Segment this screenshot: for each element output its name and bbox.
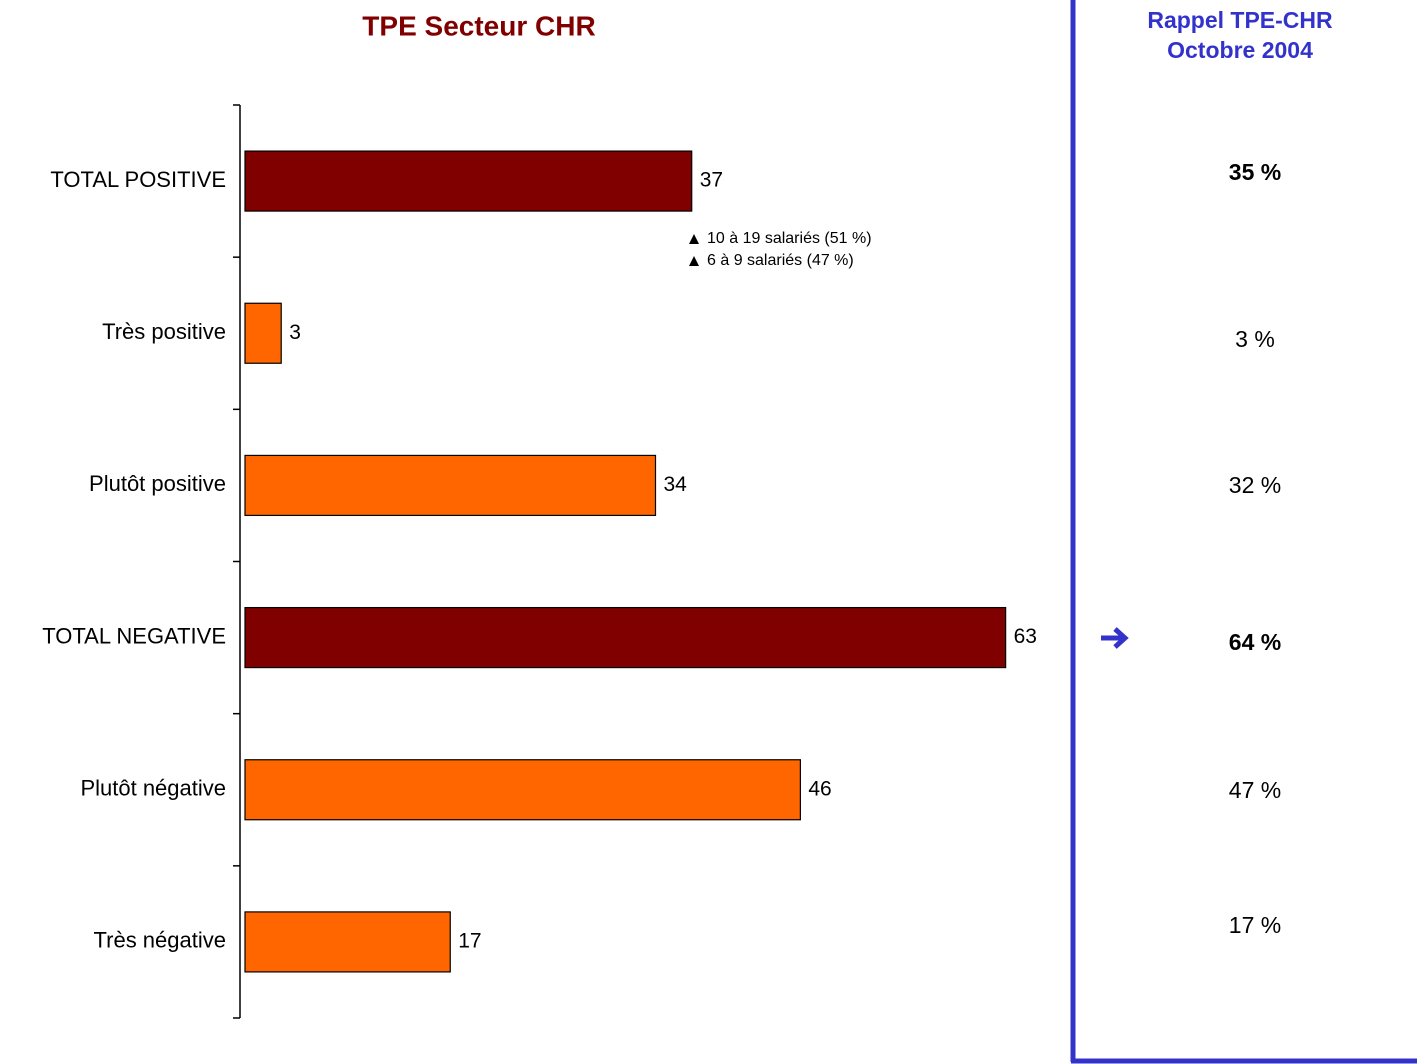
value-label: 17 [458,929,481,952]
triangle-icon [689,256,699,266]
category-label: TOTAL NEGATIVE [42,623,226,648]
chart-title: TPE Secteur CHR [362,10,595,41]
annotation: 10 à 19 salariés (51 %) [707,230,872,247]
category-label: Plutôt positive [89,471,226,496]
category-label: TOTAL POSITIVE [50,167,226,192]
bar [244,606,1007,669]
recall-value: 17 % [1229,912,1281,938]
bar [244,150,693,212]
value-label: 46 [808,777,831,800]
bar [244,911,451,973]
value-label: 37 [700,169,723,192]
recall-value: 64 % [1229,629,1281,655]
category-label: Très positive [102,319,226,344]
triangle-icon [689,234,699,244]
bar [244,759,801,821]
recall-value: 3 % [1235,326,1275,352]
recall-value: 47 % [1229,777,1281,803]
value-label: 3 [289,321,301,344]
recall-value: 32 % [1229,472,1281,498]
value-label: 63 [1014,625,1037,648]
arrow-icon [1101,627,1129,649]
category-label: Plutôt négative [80,776,226,801]
annotation: 6 à 9 salariés (47 %) [707,252,854,269]
recall-value: 35 % [1229,159,1281,185]
bar [244,454,657,517]
value-label: 34 [664,473,688,496]
recall-title: Rappel TPE-CHR [1147,7,1333,33]
category-label: Très négative [94,928,226,953]
bar [244,302,282,364]
recall-title: Octobre 2004 [1167,37,1313,63]
